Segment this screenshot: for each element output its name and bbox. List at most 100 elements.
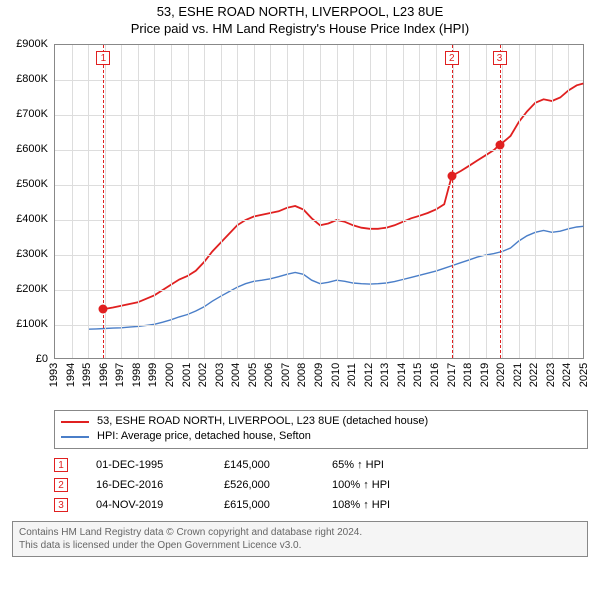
x-tick-label: 1998	[131, 363, 143, 387]
event-marker-dot	[447, 171, 456, 180]
gridline-vertical	[72, 45, 73, 358]
event-price: £145,000	[224, 459, 304, 471]
event-row: 3 04-NOV-2019 £615,000 108% ↑ HPI	[54, 495, 588, 515]
event-badge: 1	[54, 458, 68, 472]
x-tick-label: 2009	[313, 363, 325, 387]
y-tick-label: £400K	[0, 213, 48, 225]
series-line-property	[103, 84, 583, 310]
event-row: 2 16-DEC-2016 £526,000 100% ↑ HPI	[54, 475, 588, 495]
x-tick-label: 2012	[363, 363, 375, 387]
event-marker-badge: 3	[493, 51, 507, 65]
event-marker-line	[500, 45, 501, 358]
y-tick-label: £0	[0, 353, 48, 365]
x-tick-label: 2002	[197, 363, 209, 387]
gridline-horizontal	[55, 325, 583, 326]
x-tick-label: 1994	[65, 363, 77, 387]
x-tick-label: 2016	[429, 363, 441, 387]
x-tick-label: 2003	[214, 363, 226, 387]
title-address: 53, ESHE ROAD NORTH, LIVERPOOL, L23 8UE	[0, 4, 600, 19]
title-subtitle: Price paid vs. HM Land Registry's House …	[0, 21, 600, 36]
gridline-vertical	[436, 45, 437, 358]
x-tick-label: 2024	[561, 363, 573, 387]
x-tick-label: 1997	[114, 363, 126, 387]
event-badge: 3	[54, 498, 68, 512]
y-tick-label: £300K	[0, 248, 48, 260]
legend-label-property: 53, ESHE ROAD NORTH, LIVERPOOL, L23 8UE …	[97, 414, 428, 429]
plot-area: 123	[54, 44, 584, 359]
title-block: 53, ESHE ROAD NORTH, LIVERPOOL, L23 8UE …	[0, 0, 600, 36]
event-price: £526,000	[224, 479, 304, 491]
y-tick-label: £900K	[0, 38, 48, 50]
event-date: 01-DEC-1995	[96, 459, 196, 471]
x-tick-label: 2005	[247, 363, 259, 387]
gridline-vertical	[502, 45, 503, 358]
gridline-vertical	[486, 45, 487, 358]
chart-container: 53, ESHE ROAD NORTH, LIVERPOOL, L23 8UE …	[0, 0, 600, 590]
x-tick-label: 2021	[512, 363, 524, 387]
x-tick-label: 2008	[296, 363, 308, 387]
events-table: 1 01-DEC-1995 £145,000 65% ↑ HPI 2 16-DE…	[54, 455, 588, 515]
x-tick-label: 2014	[396, 363, 408, 387]
gridline-vertical	[221, 45, 222, 358]
gridline-horizontal	[55, 255, 583, 256]
footer-line1: Contains HM Land Registry data © Crown c…	[19, 526, 581, 539]
gridline-vertical	[419, 45, 420, 358]
x-tick-label: 2004	[230, 363, 242, 387]
x-tick-label: 2020	[495, 363, 507, 387]
x-tick-label: 2015	[412, 363, 424, 387]
gridline-horizontal	[55, 115, 583, 116]
event-price: £615,000	[224, 499, 304, 511]
event-badge: 2	[54, 478, 68, 492]
gridline-vertical	[386, 45, 387, 358]
attribution-footer: Contains HM Land Registry data © Crown c…	[12, 521, 588, 557]
y-tick-label: £100K	[0, 318, 48, 330]
gridline-vertical	[370, 45, 371, 358]
event-row: 1 01-DEC-1995 £145,000 65% ↑ HPI	[54, 455, 588, 475]
legend: 53, ESHE ROAD NORTH, LIVERPOOL, L23 8UE …	[54, 410, 588, 449]
legend-row-property: 53, ESHE ROAD NORTH, LIVERPOOL, L23 8UE …	[61, 414, 581, 429]
legend-swatch-property	[61, 421, 89, 423]
event-rel: 100% ↑ HPI	[332, 479, 442, 491]
x-tick-label: 2018	[462, 363, 474, 387]
event-marker-badge: 2	[445, 51, 459, 65]
x-tick-label: 2001	[181, 363, 193, 387]
gridline-vertical	[171, 45, 172, 358]
event-date: 16-DEC-2016	[96, 479, 196, 491]
legend-row-hpi: HPI: Average price, detached house, Seft…	[61, 429, 581, 444]
gridline-horizontal	[55, 220, 583, 221]
gridline-horizontal	[55, 290, 583, 291]
y-tick-label: £700K	[0, 108, 48, 120]
gridline-vertical	[303, 45, 304, 358]
event-date: 04-NOV-2019	[96, 499, 196, 511]
x-tick-label: 2007	[280, 363, 292, 387]
event-marker-dot	[99, 305, 108, 314]
x-tick-label: 2022	[528, 363, 540, 387]
gridline-vertical	[535, 45, 536, 358]
x-tick-label: 2013	[379, 363, 391, 387]
x-tick-label: 2006	[263, 363, 275, 387]
event-marker-dot	[495, 140, 504, 149]
gridline-vertical	[519, 45, 520, 358]
event-rel: 108% ↑ HPI	[332, 499, 442, 511]
gridline-vertical	[188, 45, 189, 358]
gridline-vertical	[254, 45, 255, 358]
x-tick-label: 2023	[545, 363, 557, 387]
event-rel: 65% ↑ HPI	[332, 459, 442, 471]
gridline-vertical	[568, 45, 569, 358]
x-tick-label: 1993	[48, 363, 60, 387]
y-tick-label: £600K	[0, 143, 48, 155]
gridline-vertical	[552, 45, 553, 358]
gridline-vertical	[320, 45, 321, 358]
x-tick-label: 1996	[98, 363, 110, 387]
footer-line2: This data is licensed under the Open Gov…	[19, 539, 581, 552]
x-tick-label: 2025	[578, 363, 590, 387]
legend-swatch-hpi	[61, 436, 89, 438]
gridline-vertical	[237, 45, 238, 358]
y-tick-label: £200K	[0, 283, 48, 295]
x-tick-label: 1999	[147, 363, 159, 387]
gridline-vertical	[403, 45, 404, 358]
chart-area: 123 £0£100K£200K£300K£400K£500K£600K£700…	[0, 36, 600, 406]
y-tick-label: £800K	[0, 73, 48, 85]
gridline-horizontal	[55, 150, 583, 151]
gridline-vertical	[204, 45, 205, 358]
